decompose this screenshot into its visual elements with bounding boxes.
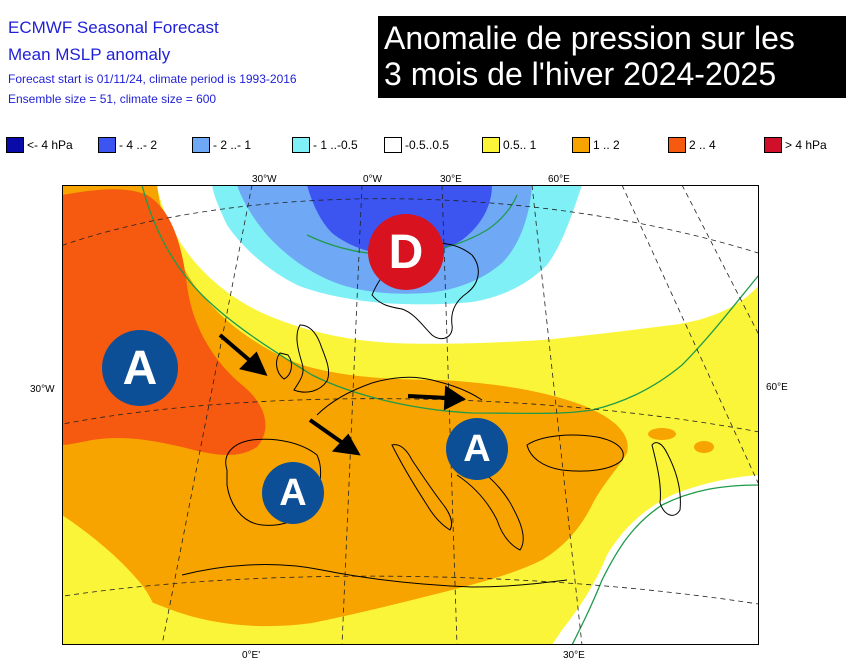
flow-arrow bbox=[308, 418, 349, 448]
lon-label-top: 30°W bbox=[252, 174, 277, 185]
color-legend: <- 4 hPa - 4 ..- 2 - 2 ..- 1 - 1 ..-0.5 … bbox=[6, 136, 851, 154]
legend-swatch bbox=[764, 137, 782, 153]
banner-line-2: 3 mois de l'hiver 2024-2025 bbox=[384, 56, 777, 92]
lon-label-bottom: 30°E bbox=[563, 650, 585, 661]
lon-label-top: 60°E bbox=[548, 174, 570, 185]
flow-arrows bbox=[218, 333, 466, 456]
coastlines bbox=[181, 242, 681, 588]
legend-item: -0.5..0.5 bbox=[384, 136, 449, 154]
lon-label-right: 60°E bbox=[766, 382, 788, 393]
arrow-head bbox=[239, 351, 268, 376]
legend-label: - 1 ..-0.5 bbox=[313, 138, 358, 152]
legend-item: > 4 hPa bbox=[764, 136, 827, 154]
anomaly-zone-neutral bbox=[552, 475, 759, 645]
legend-item: 1 .. 2 bbox=[572, 136, 620, 154]
header-title: ECMWF Seasonal Forecast bbox=[8, 18, 219, 37]
legend-label: 1 .. 2 bbox=[593, 138, 620, 152]
high-pressure-marker: A bbox=[102, 330, 178, 406]
arrow-head bbox=[443, 385, 466, 411]
legend-swatch bbox=[292, 137, 310, 153]
anomaly-zone-orange bbox=[694, 441, 714, 453]
anomaly-zone-orange bbox=[648, 428, 676, 440]
legend-label: - 4 ..- 2 bbox=[119, 138, 158, 152]
lon-label-top: 0°W bbox=[363, 174, 382, 185]
ensemble-size-text: Ensemble size = 51, climate size = 600 bbox=[8, 92, 217, 106]
legend-item: - 4 ..- 2 bbox=[98, 136, 157, 154]
flow-arrow bbox=[407, 394, 449, 400]
legend-swatch bbox=[668, 137, 686, 153]
anomaly-zone-yellow bbox=[62, 515, 162, 645]
high-pressure-marker: A bbox=[262, 462, 324, 524]
high-pressure-marker: A bbox=[446, 418, 508, 480]
legend-label: -0.5..0.5 bbox=[405, 138, 450, 152]
legend-swatch bbox=[192, 137, 210, 153]
lon-label-top: 30°E bbox=[440, 174, 462, 185]
header-subtitle: Mean MSLP anomaly bbox=[8, 45, 171, 64]
legend-label: > 4 hPa bbox=[785, 138, 827, 152]
legend-swatch bbox=[482, 137, 500, 153]
map-frame bbox=[62, 185, 759, 645]
graticule bbox=[62, 185, 759, 645]
legend-item: 0.5.. 1 bbox=[482, 136, 536, 154]
legend-item: - 1 ..-0.5 bbox=[292, 136, 358, 154]
low-pressure-marker: D bbox=[368, 214, 444, 290]
legend-label: 2 .. 4 bbox=[689, 138, 716, 152]
legend-swatch bbox=[384, 137, 402, 153]
zero-contour-line bbox=[141, 185, 759, 415]
legend-swatch bbox=[6, 137, 24, 153]
arrow-head bbox=[331, 433, 361, 456]
zero-contour-line bbox=[571, 484, 759, 645]
legend-label: <- 4 hPa bbox=[27, 138, 73, 152]
legend-item: - 2 ..- 1 bbox=[192, 136, 251, 154]
legend-item: 2 .. 4 bbox=[668, 136, 716, 154]
anomaly-zone-orange bbox=[62, 185, 628, 627]
lat-lon-label-left: 30°W bbox=[30, 384, 55, 395]
lon-label-bottom: 0°E' bbox=[242, 650, 261, 661]
banner-line-1: Anomalie de pression sur les bbox=[384, 20, 795, 56]
legend-swatch bbox=[98, 137, 116, 153]
legend-item: <- 4 hPa bbox=[6, 136, 73, 154]
legend-swatch bbox=[572, 137, 590, 153]
legend-label: 0.5.. 1 bbox=[503, 138, 537, 152]
headline-banner: Anomalie de pression sur les 3 mois de l… bbox=[378, 16, 846, 98]
forecast-start-text: Forecast start is 01/11/24, climate peri… bbox=[8, 72, 297, 86]
legend-label: - 2 ..- 1 bbox=[213, 138, 252, 152]
